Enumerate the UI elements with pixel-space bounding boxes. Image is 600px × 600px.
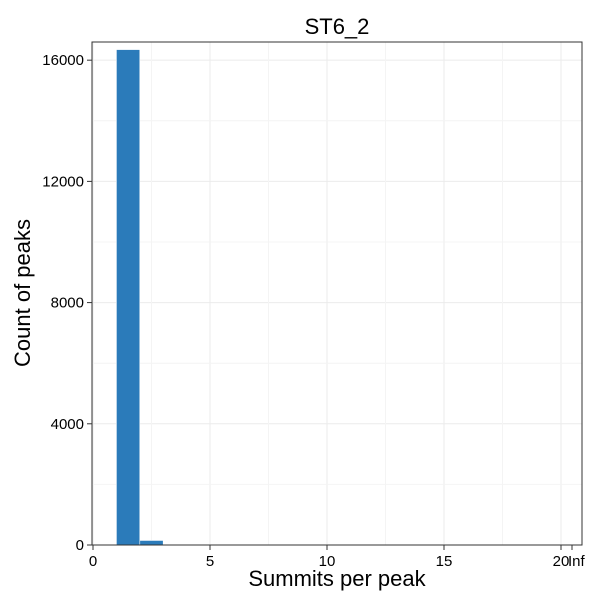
- y-axis-label: Count of peaks: [10, 219, 35, 367]
- x-tick-label: 5: [206, 553, 214, 570]
- x-tick-label: 10: [319, 553, 336, 570]
- x-tick-label: 0: [89, 553, 97, 570]
- chart-title: ST6_2: [305, 14, 370, 39]
- y-tick-label: 16000: [42, 52, 84, 69]
- grid-lines: [92, 42, 582, 546]
- x-tick-label: 20: [553, 553, 570, 570]
- y-tick-label: 12000: [42, 173, 84, 190]
- y-tick-label: 8000: [51, 295, 84, 312]
- plot-panel: [92, 42, 582, 545]
- plot-border: [91, 41, 583, 546]
- y-tick-label: 4000: [51, 416, 84, 433]
- x-axis-label: Summits per peak: [248, 566, 426, 591]
- y-tick-label: 0: [76, 537, 84, 554]
- y-axis-ticks: 0 4000 8000 12000 16000: [42, 52, 92, 554]
- bars: [116, 49, 164, 546]
- bar-1: [139, 540, 164, 546]
- bar-0: [116, 49, 141, 546]
- x-tick-label: 15: [436, 553, 453, 570]
- x-tick-label: Inf: [568, 553, 586, 570]
